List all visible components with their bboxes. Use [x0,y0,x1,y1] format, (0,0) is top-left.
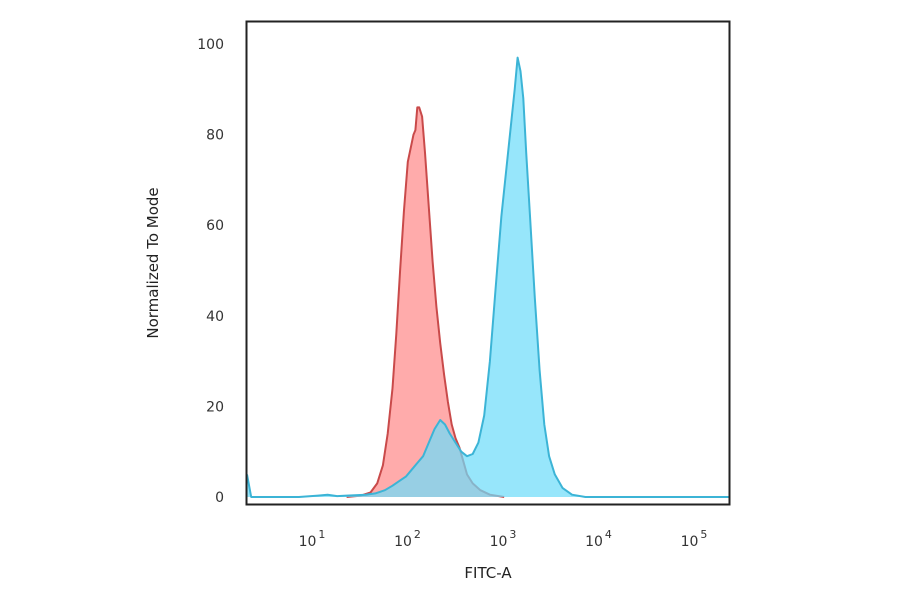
x-tick-label: 10 1 [299,528,326,550]
y-tick-label: 0 [215,490,224,506]
series-line-stained [246,56,729,498]
y-tick-label: 60 [206,218,224,234]
x-tick-label: 10 4 [585,528,612,550]
series-area-isotype [346,107,505,498]
y-tick-label: 100 [197,37,224,53]
series-layer [246,56,729,498]
x-axis-title: FITC-A [464,564,512,582]
y-tick-label: 40 [206,309,224,325]
series-area-stained [247,57,729,497]
x-tick-label: 10 5 [681,528,708,550]
y-axis-title: Normalized To Mode [144,187,162,338]
x-tick-label: 10 2 [394,528,421,550]
y-tick-label: 80 [206,128,224,144]
x-axis-ticks: 10 1 10 2 10 3 10 4 10 5 [299,528,708,550]
plot-frame [245,20,731,506]
y-tick-label: 20 [206,399,224,415]
y-axis-ticks: 0 20 40 60 80 100 [197,37,224,506]
x-tick-label: 10 3 [490,528,517,550]
